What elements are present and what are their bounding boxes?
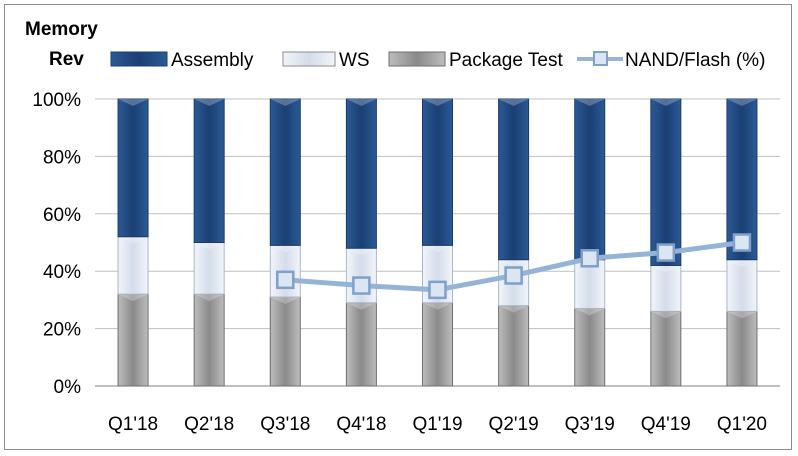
bar-assembly [269, 98, 301, 246]
bar-package-test [269, 296, 301, 387]
y-tick-label: 40% [43, 262, 81, 283]
bar-bevel [650, 311, 681, 319]
legend-swatch-package-test [388, 51, 446, 67]
legend-item-assembly: Assembly [110, 50, 254, 71]
bar-package-test [422, 302, 453, 387]
bar-bevel [118, 294, 149, 302]
bar-bevel [726, 99, 757, 106]
x-tick-label: Q3'19 [565, 414, 615, 435]
chart-title-line1: Memory [25, 19, 98, 40]
x-tick-label: Q3'18 [260, 414, 310, 435]
y-tick-label: 100% [32, 90, 81, 111]
nand-flash-series [276, 233, 752, 300]
bar-bevel [270, 245, 301, 253]
bar-bevel [726, 311, 757, 319]
bar-assembly [498, 98, 530, 261]
legend-marker-nand-flash [593, 51, 608, 66]
bar-assembly [574, 98, 606, 261]
bar-bevel [422, 99, 453, 106]
bar-bevel [574, 308, 605, 316]
x-tick-label: Q1'19 [412, 414, 462, 435]
y-tick-label: 60% [43, 205, 81, 226]
x-tick-label: Q4'18 [336, 414, 386, 435]
bar-ws [726, 259, 758, 312]
bars [117, 98, 758, 387]
x-tick-label: Q2'19 [489, 414, 539, 435]
bar-bevel [498, 305, 529, 313]
y-tick-label: 0% [54, 377, 82, 398]
legend-swatch-assembly [110, 51, 168, 67]
x-tick-label: Q2'18 [184, 414, 234, 435]
bar-package-test [726, 310, 758, 387]
bar-package-test [193, 293, 225, 387]
chart-svg: Memory Rev Assembly WS Package Test NAND… [25, 19, 780, 435]
legend-swatch-ws [282, 51, 336, 67]
bar-assembly [193, 98, 225, 243]
y-axis: 0% 20% 40% 60% 80% 100% [32, 90, 81, 398]
x-tick-label: Q4'19 [641, 414, 691, 435]
legend-item-ws: WS [282, 50, 370, 71]
x-tick-label: Q1'18 [108, 414, 158, 435]
bar-bevel [194, 99, 225, 106]
nand-flash-marker [428, 280, 447, 300]
bar-package-test [498, 305, 530, 387]
bar-bevel [346, 248, 377, 256]
y-tick-label: 80% [43, 147, 81, 168]
bar-ws [650, 264, 682, 312]
legend-label-package-test: Package Test [449, 50, 563, 71]
bar-bevel [118, 99, 149, 106]
bar-assembly [345, 98, 377, 249]
bar-package-test [345, 302, 377, 387]
nand-flash-marker [504, 266, 523, 285]
bar-ws [574, 259, 606, 310]
nand-flash-marker [276, 270, 295, 290]
legend-label-ws: WS [339, 50, 370, 71]
legend-label-assembly: Assembly [171, 50, 254, 71]
bar-bevel [270, 297, 301, 305]
bar-bevel [194, 242, 225, 250]
bar-bevel [726, 259, 757, 267]
bar-package-test [574, 308, 606, 387]
x-axis: Q1'18 Q2'18 Q3'18 Q4'18 Q1'19 Q2'19 Q3'19 Q4'19… [108, 414, 767, 435]
x-tick-label: Q1'20 [717, 414, 767, 435]
nand-flash-marker [656, 243, 676, 262]
bar-bevel [574, 99, 605, 106]
bar-package-test [117, 293, 149, 387]
bar-bevel [346, 302, 377, 310]
y-tick-label: 20% [43, 320, 81, 341]
chart-title-line2: Rev [49, 49, 84, 70]
bar-assembly [726, 98, 758, 261]
bar-package-test [650, 310, 682, 387]
legend-item-package-test: Package Test [388, 50, 563, 71]
chart-frame: Memory Rev Assembly WS Package Test NAND… [4, 4, 792, 450]
bar-bevel [270, 99, 301, 106]
bar-bevel [498, 259, 529, 267]
bar-bevel [118, 236, 149, 244]
bar-assembly [117, 98, 149, 238]
bar-bevel [422, 302, 453, 310]
legend-item-nand-flash: NAND/Flash (%) [577, 50, 765, 71]
bar-bevel [194, 294, 225, 302]
bar-bevel [498, 99, 529, 106]
legend: Assembly WS Package Test NAND/Flash (%) [110, 50, 765, 71]
nand-flash-marker [580, 249, 599, 268]
nand-flash-marker [732, 233, 752, 252]
bar-ws [193, 242, 225, 295]
legend-label-nand-flash: NAND/Flash (%) [625, 50, 765, 71]
bar-bevel [650, 265, 681, 273]
bar-bevel [422, 245, 453, 253]
bar-bevel [346, 99, 377, 106]
bar-assembly [650, 98, 682, 266]
bar-assembly [422, 98, 453, 246]
bar-ws [117, 236, 149, 295]
nand-flash-marker [352, 276, 371, 295]
bar-bevel [650, 99, 681, 106]
